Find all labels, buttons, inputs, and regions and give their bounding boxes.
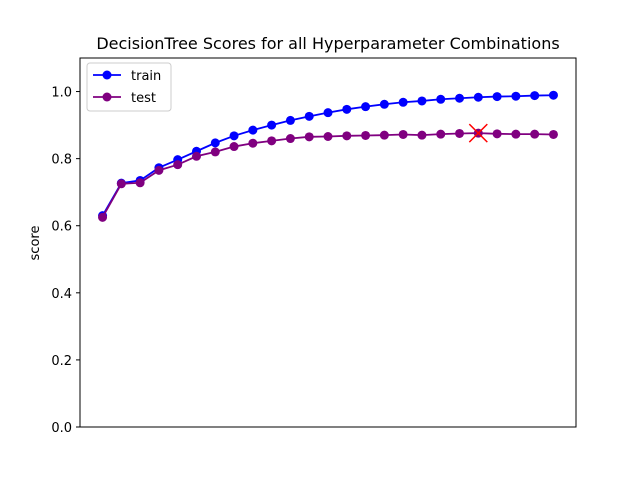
series-test-point [135,178,145,188]
series-train-point [210,138,220,148]
series-test-point [379,130,389,140]
series-test-point [342,131,352,141]
chart-title: DecisionTree Scores for all Hyperparamet… [96,34,559,53]
series-train-point [398,97,408,107]
y-axis-label: score [28,226,43,261]
series-train-point [436,94,446,104]
legend: train test [86,62,172,112]
plot-area [98,90,558,222]
series-train-point [379,99,389,109]
series-train-point [323,108,333,118]
series-test-point [191,151,201,161]
series-train-point [229,131,239,141]
series-test-point [530,129,540,139]
series-test-point [248,138,258,148]
axes-frame [79,57,577,428]
series-train-point [285,115,295,125]
series-test-point [116,179,126,189]
y-tick-label: 0.4 [51,287,72,302]
series-test-point [436,129,446,139]
series-test-point [455,128,465,138]
series-train-point [548,90,558,100]
best-score-marker [468,123,488,143]
series-train-point [342,104,352,114]
series-test-point [285,134,295,144]
y-tick-label: 0.6 [51,220,72,235]
series-test-point [417,130,427,140]
series-test-point [304,132,314,142]
series-test-point [210,147,220,157]
series-train-point [530,91,540,101]
axes: 0.0 0.2 0.4 0.6 0.8 1.0 [51,57,577,436]
series-test-point [548,129,558,139]
series-train-point [473,92,483,102]
series-test-point [229,142,239,152]
series-train-point [248,125,258,135]
y-tick-label: 0.8 [51,153,72,168]
series-train-point [511,91,521,101]
series-train-point [455,93,465,103]
series-test-point [267,136,277,146]
legend-test-label: test [131,91,156,106]
series-train-point [417,96,427,106]
series-test-point [361,130,371,140]
legend-train-marker [102,70,112,80]
series-test-point [173,160,183,170]
series-train-point [492,92,502,102]
y-tick-label: 0.2 [51,354,72,369]
series-train-point [267,120,277,130]
legend-test-marker [102,92,112,102]
series-test-point [154,165,164,175]
series-test-point [492,129,502,139]
y-tick-label: 1.0 [51,86,72,101]
series-test-point [511,129,521,139]
legend-train-label: train [131,69,161,84]
best-score-x-stroke [468,123,488,143]
series-train-point [361,102,371,112]
series-test-point [398,129,408,139]
series-test-point [323,131,333,141]
series-test-point [98,212,108,222]
y-tick-label: 0.0 [51,421,72,436]
series-train-point [304,111,314,121]
